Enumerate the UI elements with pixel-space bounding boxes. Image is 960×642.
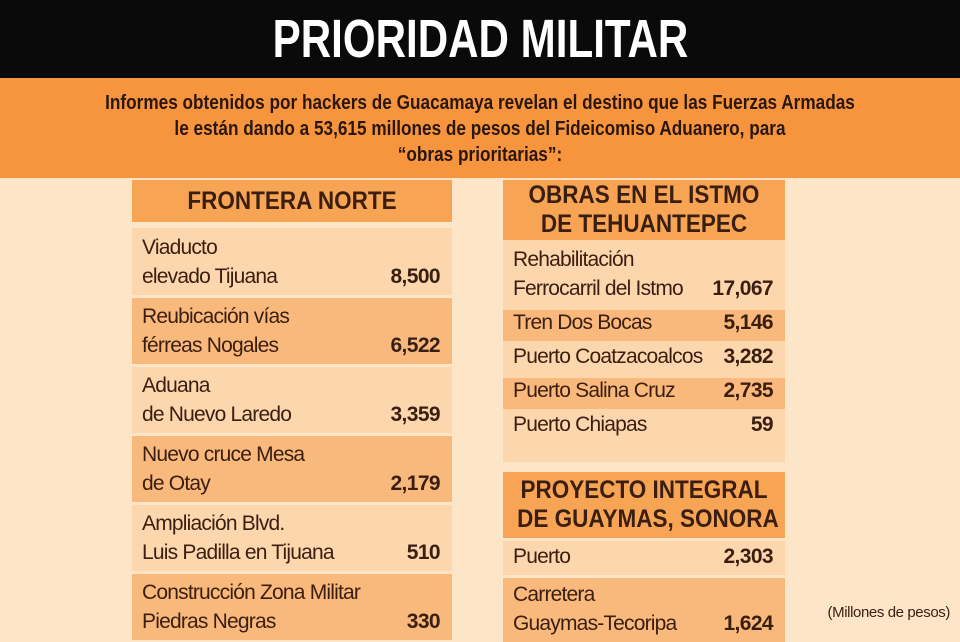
table-row: Aduana de Nuevo Laredo 3,359	[132, 367, 452, 433]
row-label: Aduana de Nuevo Laredo	[142, 371, 292, 429]
section-header: PROYECTO INTEGRAL DE GUAYMAS, SONORA	[503, 472, 785, 538]
row-label-line: Rehabilitación	[513, 248, 635, 271]
row-value: 3,359	[390, 403, 440, 426]
intro-band: Informes obtenidos por hackers de Guacam…	[0, 78, 960, 178]
row-label-line: Puerto Coatzacoalcos	[513, 345, 703, 368]
row-label: Reubicación vías férreas Nogales	[142, 302, 290, 360]
row-label-line: Reubicación vías	[142, 305, 290, 328]
row-label: Viaducto elevado Tijuana	[142, 233, 278, 291]
table-row: Puerto Coatzacoalcos 3,282	[503, 344, 785, 375]
row-label-line: Nuevo cruce Mesa	[142, 443, 305, 466]
row-value: 8,500	[390, 265, 440, 288]
table-guaymas-sonora: PROYECTO INTEGRAL DE GUAYMAS, SONORA Puert…	[503, 472, 785, 642]
row-label-line: férreas Nogales	[142, 334, 279, 357]
row-label-line: Construcción Zona Militar	[142, 581, 361, 604]
table-row: Construcción Zona Militar Piedras Negras 3…	[132, 574, 452, 640]
row-value: 510	[406, 541, 441, 564]
intro-line: “obras prioritarias”:	[397, 144, 563, 166]
row-label-line: Piedras Negras	[142, 610, 276, 633]
table-row: Puerto Salina Cruz 2,735	[503, 378, 785, 409]
row-value: 2,735	[723, 379, 773, 402]
row-label: Puerto	[513, 542, 571, 571]
intro-line: le están dando a 53,615 millones de peso…	[174, 118, 786, 140]
row-label-line: de Nuevo Laredo	[142, 403, 292, 426]
table-row: Ampliación Blvd. Luis Padilla en Tijuana 5…	[132, 505, 452, 571]
row-label: Tren Dos Bocas	[513, 308, 652, 337]
table-row: Nuevo cruce Mesa de Otay 2,179	[132, 436, 452, 502]
row-label-line: de Otay	[142, 472, 211, 495]
row-label-line: Tren Dos Bocas	[513, 311, 652, 334]
row-label-line: elevado Tijuana	[142, 265, 278, 288]
title-bar: PRIORIDAD MILITAR	[0, 0, 960, 78]
row-label-line: Puerto	[513, 545, 571, 568]
row-label: Construcción Zona Militar Piedras Negras	[142, 578, 361, 636]
row-label-line: Aduana	[142, 374, 210, 397]
row-value: 59	[750, 413, 774, 436]
table-row: Puerto Chiapas 59	[503, 412, 785, 443]
row-label-line: Ferrocarril del Istmo	[513, 277, 684, 300]
row-label: Ampliación Blvd. Luis Padilla en Tijuana	[142, 509, 335, 567]
row-value: 6,522	[390, 334, 440, 357]
row-value: 330	[406, 610, 441, 633]
row-label: Puerto Salina Cruz	[513, 376, 676, 405]
table-row: Rehabilitación Ferrocarril del Istmo 17,06…	[503, 247, 785, 307]
page-title: PRIORIDAD MILITAR	[272, 9, 688, 69]
row-label-line: Carretera	[513, 583, 595, 606]
table-row: Viaducto elevado Tijuana 8,500	[132, 228, 452, 295]
table-row: Reubicación vías férreas Nogales 6,522	[132, 298, 452, 364]
section-header-line: DE GUAYMAS, SONORA	[517, 505, 779, 533]
row-label: Puerto Coatzacoalcos	[513, 342, 703, 371]
row-value: 17,067	[712, 277, 773, 300]
row-label: Puerto Chiapas	[513, 410, 647, 439]
row-label-line: Ampliación Blvd.	[142, 512, 285, 535]
table-istmo-tehuantepec: OBRAS EN EL ISTMO DE TEHUANTEPEC Rehabilit…	[503, 180, 785, 462]
units-note: (Millones de pesos)	[827, 604, 951, 621]
row-label-line: Guaymas-Tecoripa	[513, 612, 677, 635]
section-header-line: PROYECTO INTEGRAL	[520, 476, 768, 504]
row-value: 3,282	[723, 345, 773, 368]
section-header-line: DE TEHUANTEPEC	[540, 210, 748, 238]
row-value: 5,146	[723, 311, 773, 334]
table-row: Puerto 2,303	[503, 541, 785, 575]
section-header: OBRAS EN EL ISTMO DE TEHUANTEPEC	[503, 180, 785, 240]
intro-line: Informes obtenidos por hackers de Guacam…	[105, 92, 855, 114]
table-row: Tren Dos Bocas 5,146	[503, 310, 785, 341]
section-header: FRONTERA NORTE	[132, 180, 452, 222]
row-label-line: Luis Padilla en Tijuana	[142, 541, 335, 564]
row-value: 1,624	[723, 612, 773, 635]
row-value: 2,179	[390, 472, 440, 495]
section-header-line: OBRAS EN EL ISTMO	[528, 181, 760, 209]
row-label: Rehabilitación Ferrocarril del Istmo	[513, 245, 684, 303]
table-frontera-norte: FRONTERA NORTE Viaducto elevado Tijuana 8,5…	[132, 180, 452, 640]
row-label: Nuevo cruce Mesa de Otay	[142, 440, 305, 498]
section-header-line: FRONTERA NORTE	[187, 186, 397, 215]
row-label-line: Viaducto	[142, 236, 218, 259]
table-row: Carretera Guaymas-Tecoripa 1,624	[503, 578, 785, 642]
row-label-line: Puerto Salina Cruz	[513, 379, 676, 402]
row-value: 2,303	[723, 545, 773, 568]
row-label-line: Puerto Chiapas	[513, 413, 647, 436]
row-label: Carretera Guaymas-Tecoripa	[513, 580, 677, 638]
